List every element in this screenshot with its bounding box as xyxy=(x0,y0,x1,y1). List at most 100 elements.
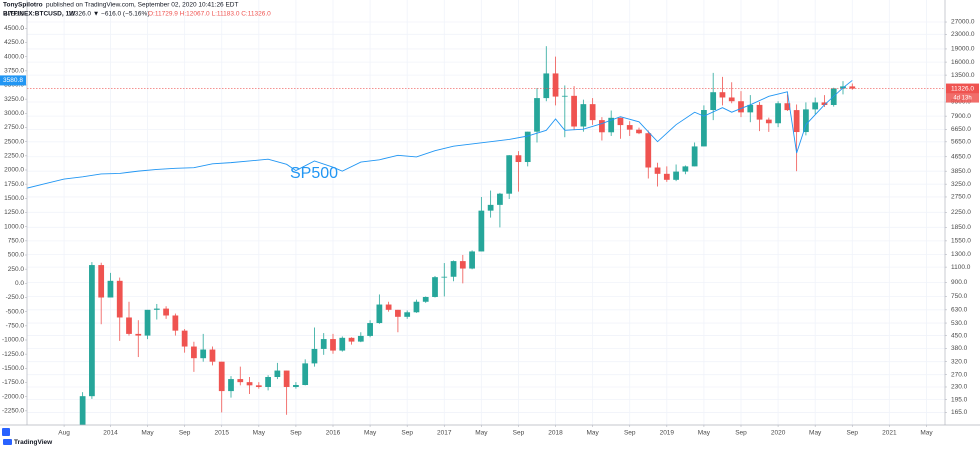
settings-icon[interactable] xyxy=(2,428,10,436)
candle-body xyxy=(209,349,216,362)
candle-body xyxy=(89,265,95,397)
brand: TradingView xyxy=(14,439,53,446)
y2-tick-label: 23000.0 xyxy=(951,31,975,38)
y2-tick-label: 16000.0 xyxy=(951,59,975,66)
x-tick-label: May xyxy=(698,430,711,437)
y2-tick-label: 165.0 xyxy=(951,409,968,416)
candle-body xyxy=(135,333,142,336)
y2-tick-label: 3250.0 xyxy=(951,181,971,188)
candle-body xyxy=(524,131,531,163)
candle-body xyxy=(376,304,383,324)
candle-body xyxy=(478,210,485,252)
candle-body xyxy=(589,104,596,121)
candle-body xyxy=(552,73,559,97)
candle-body xyxy=(793,110,800,133)
candle-body xyxy=(246,382,253,386)
y-tick-label: 0.0 xyxy=(15,280,24,287)
x-tick-label: May xyxy=(475,430,488,437)
y-tick-label: 2000.0 xyxy=(4,167,24,174)
candle-body xyxy=(339,337,346,351)
y-tick-label: 1500.0 xyxy=(4,195,24,202)
y2-tick-label: 1100.0 xyxy=(951,264,971,271)
candle-body xyxy=(330,339,336,351)
x-tick-label: 2018 xyxy=(548,430,563,437)
candle-body xyxy=(172,315,179,331)
brand-logo xyxy=(3,439,12,445)
y-tick-label: 4000.0 xyxy=(4,53,24,60)
x-tick-label: May xyxy=(809,430,822,437)
y2-tick-label: 195.0 xyxy=(951,396,968,403)
candle-body xyxy=(450,261,457,277)
y-tick-label: -1000.0 xyxy=(2,337,24,344)
candle-body xyxy=(580,104,587,127)
y2-tick-label: 19000.0 xyxy=(951,46,975,53)
candle-body xyxy=(237,379,244,383)
y-tick-label: -1750.0 xyxy=(2,379,24,386)
candle-body xyxy=(357,335,364,342)
candle-body xyxy=(107,280,114,298)
candle-body xyxy=(506,155,513,194)
y2-tick-label: 27000.0 xyxy=(951,19,975,26)
candle-body xyxy=(719,92,726,98)
author: TonySpilotro xyxy=(3,2,43,9)
x-tick-label: Sep xyxy=(624,430,636,437)
candle-body xyxy=(348,337,355,342)
y2-tick-label: 2750.0 xyxy=(951,194,971,201)
candle-body xyxy=(422,296,429,302)
x-tick-label: 2020 xyxy=(771,430,786,437)
candle-body xyxy=(385,304,392,310)
y-tick-label: 3750.0 xyxy=(4,68,24,75)
candle-body xyxy=(738,101,744,113)
candle-body xyxy=(663,173,670,180)
x-tick-label: May xyxy=(586,430,599,437)
candle-body xyxy=(561,95,568,97)
x-tick-label: May xyxy=(364,430,377,437)
candle-body xyxy=(404,312,411,317)
candle-body xyxy=(302,363,309,386)
y-tick-label: 250.0 xyxy=(8,266,25,273)
candle-body xyxy=(803,109,809,133)
series-last-box xyxy=(0,75,26,86)
y-tick-label: 3000.0 xyxy=(4,110,24,117)
y2-tick-label: 2250.0 xyxy=(951,209,971,216)
candle-body xyxy=(784,103,791,111)
last-price-box xyxy=(946,83,979,94)
candle-body xyxy=(775,103,781,124)
y-tick-label: -1500.0 xyxy=(2,365,24,372)
series-last-label: 3580.8 xyxy=(3,77,23,84)
candle-body xyxy=(756,104,763,120)
y2-tick-label: 630.0 xyxy=(951,307,968,314)
candle-body xyxy=(200,349,207,359)
x-tick-label: 2017 xyxy=(437,430,452,437)
candle-body xyxy=(163,308,169,316)
candle-body xyxy=(274,370,281,378)
candle-body xyxy=(283,370,290,387)
candle-body xyxy=(228,379,234,392)
x-tick-label: Sep xyxy=(846,430,858,437)
x-tick-label: Sep xyxy=(513,430,525,437)
y-tick-label: -2000.0 xyxy=(2,393,24,400)
y-tick-label: -250.0 xyxy=(6,294,25,301)
symbol: BITFINEX:BTCUSD, 1W xyxy=(3,11,76,18)
candle-body xyxy=(293,385,299,387)
x-tick-label: May xyxy=(253,430,266,437)
candle-body xyxy=(265,377,271,387)
candle-body xyxy=(459,261,466,269)
x-tick-label: May xyxy=(920,430,933,437)
y2-tick-label: 1550.0 xyxy=(951,238,971,245)
candle-body xyxy=(487,204,494,211)
candle-body xyxy=(181,330,188,347)
y-tick-label: -2250.0 xyxy=(2,408,24,415)
y-tick-label: 4250.0 xyxy=(4,39,24,46)
y2-tick-label: 230.0 xyxy=(951,384,968,391)
candle-body xyxy=(153,308,160,310)
x-tick-label: Sep xyxy=(179,430,191,437)
countdown: 4d 13h xyxy=(953,96,971,102)
y-tick-label: 2750.0 xyxy=(4,124,24,131)
y-tick-label: 1250.0 xyxy=(4,209,24,216)
y-tick-label: 3250.0 xyxy=(4,96,24,103)
candle-body xyxy=(441,276,448,278)
y2-tick-label: 270.0 xyxy=(951,371,968,378)
candle-body xyxy=(79,396,86,425)
y-tick-label: 2500.0 xyxy=(4,138,24,145)
